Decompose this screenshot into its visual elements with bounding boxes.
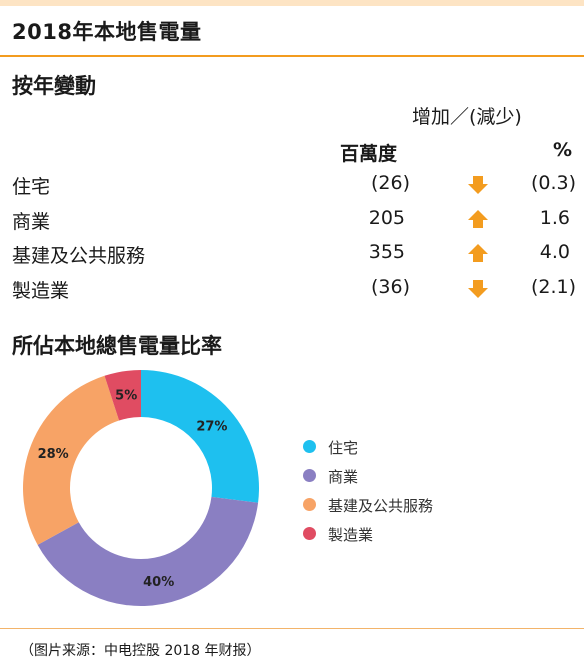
footer-divider (0, 628, 584, 629)
pie-slice (37, 496, 259, 606)
row-label-commercial: 商業 (12, 211, 51, 233)
row-percent-manufacturing: (2.1) (530, 276, 576, 298)
down-arrow-icon (468, 280, 488, 298)
row-percent-commercial: 1.6 (539, 207, 570, 229)
page-title: 2018年本地售電量 (12, 20, 202, 44)
row-percent-infrastructure: 4.0 (539, 241, 570, 263)
row-value-residential: (26) (370, 172, 410, 194)
legend-label: 基建及公共服務 (328, 497, 434, 515)
column-header-value: 百萬度 (340, 143, 398, 165)
row-value-commercial: 205 (368, 207, 405, 229)
share-section-heading: 所佔本地總售電量比率 (12, 334, 222, 358)
legend-label: 商業 (328, 468, 359, 486)
up-arrow-icon (468, 244, 488, 262)
top-accent-bar (0, 0, 584, 6)
legend-swatch (303, 469, 316, 482)
pie-slice (23, 375, 120, 545)
legend-label: 製造業 (328, 526, 374, 544)
row-label-manufacturing: 製造業 (12, 280, 70, 302)
legend-swatch (303, 498, 316, 511)
source-footnote: （图片来源：中电控股 2018 年财报） (20, 643, 261, 659)
slice-label: 5% (115, 389, 137, 404)
title-divider (0, 55, 584, 57)
change-section-heading: 按年變動 (12, 74, 96, 98)
column-header-percent: % (553, 139, 573, 161)
change-group-header: 增加／(減少) (412, 106, 522, 128)
row-percent-residential: (0.3) (530, 172, 576, 194)
up-arrow-icon (468, 210, 488, 228)
row-label-residential: 住宅 (12, 176, 51, 198)
slice-label: 27% (196, 420, 227, 435)
slice-label: 28% (38, 447, 69, 462)
pie-slice (141, 370, 260, 503)
down-arrow-icon (468, 176, 488, 194)
slice-label: 40% (143, 575, 174, 590)
row-value-manufacturing: (36) (370, 276, 410, 298)
legend-swatch (303, 440, 316, 453)
row-label-infrastructure: 基建及公共服務 (12, 245, 146, 267)
legend-label: 住宅 (328, 439, 359, 457)
pie-slice (104, 370, 141, 421)
donut-chart: 27% 40% 28% 5% (23, 370, 260, 606)
row-value-infrastructure: 355 (368, 241, 405, 263)
legend-swatch (303, 527, 316, 540)
